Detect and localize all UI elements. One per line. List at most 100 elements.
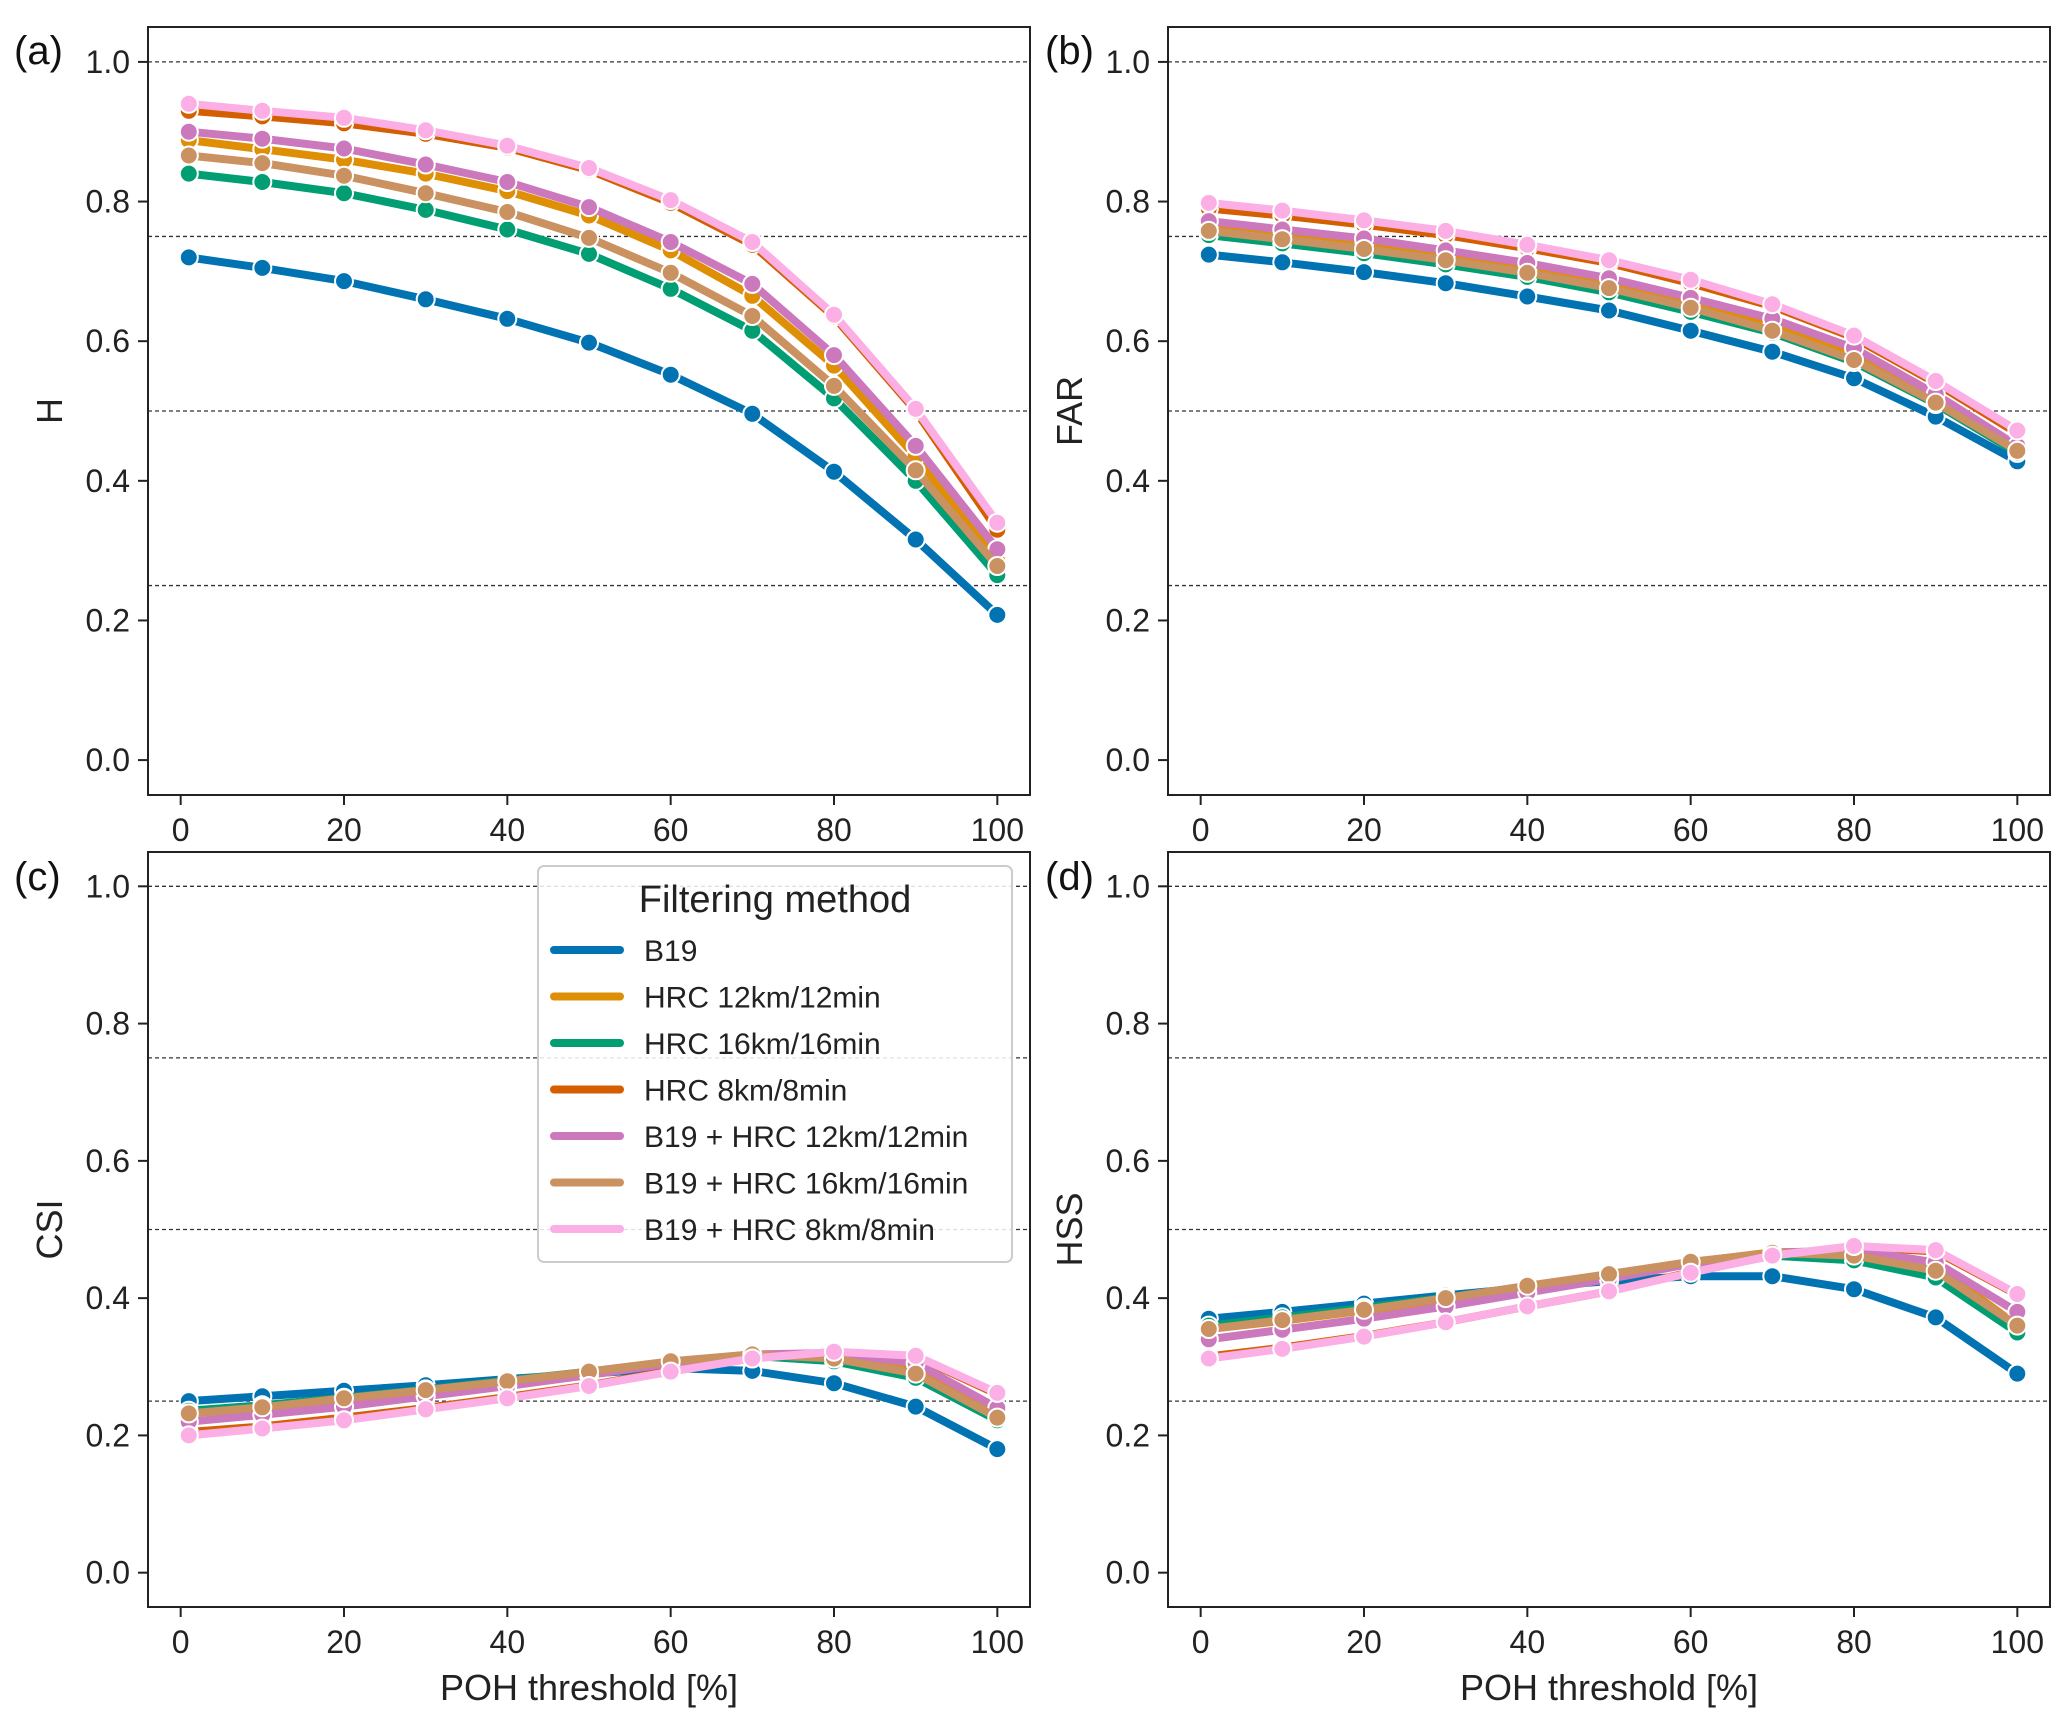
data-point bbox=[415, 1380, 436, 1401]
data-point bbox=[1844, 1236, 1864, 1256]
x-axis-labels: POH threshold [%] POH threshold [%] bbox=[440, 1667, 1758, 1708]
data-point bbox=[334, 165, 354, 186]
data-point bbox=[824, 304, 844, 325]
x-tick-label: 60 bbox=[653, 812, 689, 848]
data-point bbox=[497, 308, 518, 329]
data-point bbox=[252, 128, 273, 149]
panel-0: 0 20 40 60 80 100 0.0 0.2 0.4 0.6 0.8 1.0 H (a) bbox=[14, 26, 1031, 848]
x-tick-label: 40 bbox=[1510, 1624, 1546, 1660]
x-tick-label: 40 bbox=[490, 1624, 526, 1660]
x-tick-label: 20 bbox=[326, 1624, 362, 1660]
data-point bbox=[252, 1397, 273, 1418]
data-point bbox=[742, 403, 763, 424]
data-point bbox=[987, 512, 1008, 533]
data-point bbox=[987, 1439, 1008, 1460]
legend-entry: B19 + HRC 8km/8min bbox=[550, 1214, 935, 1247]
data-point bbox=[334, 138, 354, 159]
data-point bbox=[579, 1376, 599, 1396]
panels: 0 20 40 60 80 100 0.0 0.2 0.4 0.6 0.8 1.0 H (a) 0 20 40 6… bbox=[14, 26, 2051, 1660]
series-0 bbox=[1198, 244, 2028, 472]
data-point bbox=[1354, 262, 1374, 283]
y-tick-label: 0.4 bbox=[1106, 1280, 1150, 1316]
series-4 bbox=[178, 121, 1008, 560]
y-tick-label: 1.0 bbox=[86, 868, 130, 904]
data-point bbox=[1599, 250, 1619, 271]
data-point bbox=[2007, 1284, 2028, 1304]
data-point bbox=[1925, 1307, 1946, 1328]
data-point bbox=[1435, 250, 1456, 271]
data-point bbox=[1272, 200, 1293, 221]
y-tick-label: 1.0 bbox=[1106, 44, 1150, 80]
data-point bbox=[497, 1388, 518, 1409]
data-point bbox=[824, 1373, 844, 1394]
data-point bbox=[1272, 1310, 1293, 1331]
x-tick-label: 80 bbox=[816, 1624, 852, 1660]
data-point bbox=[2007, 1315, 2028, 1336]
x-tick-label: 0 bbox=[172, 1624, 190, 1660]
data-point bbox=[1680, 269, 1701, 290]
y-axis-label: HSS bbox=[1049, 1192, 1090, 1266]
data-point bbox=[1844, 350, 1864, 370]
x-axis-label: POH threshold [%] bbox=[440, 1667, 738, 1708]
data-point bbox=[1599, 1264, 1619, 1285]
data-point bbox=[1680, 1262, 1701, 1283]
y-tick-label: 0.2 bbox=[86, 602, 130, 638]
data-point bbox=[660, 1361, 681, 1382]
data-point bbox=[905, 460, 926, 481]
data-point bbox=[415, 183, 436, 204]
data-point bbox=[987, 1407, 1008, 1428]
data-point bbox=[1599, 300, 1619, 321]
x-tick-label: 20 bbox=[1346, 812, 1382, 848]
data-point bbox=[178, 247, 199, 268]
legend-entry: B19 + HRC 16km/16min bbox=[550, 1168, 968, 1201]
plot-frame bbox=[147, 851, 1031, 1608]
data-point bbox=[334, 183, 354, 204]
data-point bbox=[1354, 1326, 1374, 1347]
y-tick-label: 0.6 bbox=[1106, 323, 1150, 359]
data-point bbox=[1680, 297, 1701, 318]
data-point bbox=[905, 1363, 926, 1384]
data-point bbox=[178, 121, 199, 142]
data-point bbox=[2007, 1363, 2028, 1384]
data-point bbox=[1198, 192, 1219, 213]
data-point bbox=[824, 1341, 844, 1362]
data-point bbox=[334, 1388, 354, 1409]
data-point bbox=[497, 172, 518, 192]
series-6 bbox=[178, 93, 1008, 533]
data-point bbox=[1272, 252, 1293, 273]
data-point bbox=[1517, 1296, 1538, 1317]
x-axis-label: POH threshold [%] bbox=[1460, 1667, 1758, 1708]
panel-label: (c) bbox=[14, 855, 61, 899]
data-point bbox=[824, 345, 844, 366]
data-point bbox=[987, 604, 1008, 625]
panel-2: 0 20 40 60 80 100 0.0 0.2 0.4 0.6 0.8 1.0 CSI (c) bbox=[14, 851, 1031, 1660]
data-point bbox=[987, 1382, 1008, 1403]
legend-entry: HRC 8km/8min bbox=[550, 1075, 847, 1108]
data-point bbox=[1517, 286, 1538, 307]
data-point bbox=[1354, 1299, 1374, 1320]
data-point bbox=[742, 306, 763, 326]
y-axis-label: CSI bbox=[29, 1199, 70, 1259]
data-point bbox=[415, 1399, 436, 1420]
data-point bbox=[178, 1425, 199, 1446]
data-point bbox=[497, 135, 518, 156]
x-tick-label: 100 bbox=[971, 812, 1024, 848]
data-point bbox=[1435, 273, 1456, 294]
data-point bbox=[1844, 325, 1864, 346]
x-tick-label: 80 bbox=[1836, 812, 1872, 848]
data-point bbox=[1435, 220, 1456, 241]
data-point bbox=[1272, 229, 1293, 250]
data-point bbox=[1198, 1319, 1219, 1339]
plot-frame bbox=[1167, 26, 2051, 796]
legend-label: HRC 12km/12min bbox=[644, 982, 881, 1015]
data-point bbox=[497, 219, 518, 240]
data-point bbox=[1762, 1266, 1783, 1287]
data-point bbox=[1762, 294, 1783, 315]
data-point bbox=[1762, 1245, 1783, 1266]
data-point bbox=[742, 273, 763, 294]
legend-title: Filtering method bbox=[639, 879, 911, 921]
data-point bbox=[1517, 1275, 1538, 1296]
legend-label: B19 + HRC 16km/16min bbox=[644, 1168, 968, 1201]
y-tick-label: 0.4 bbox=[1106, 463, 1150, 499]
